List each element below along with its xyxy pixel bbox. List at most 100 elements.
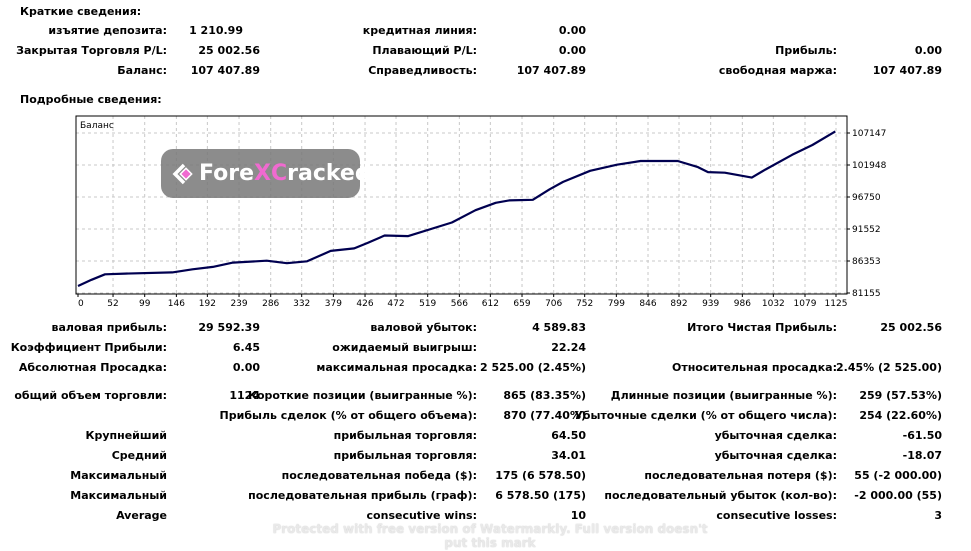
stat-value: 0.00 bbox=[232, 361, 260, 374]
details-title: Подробные сведения: bbox=[20, 93, 162, 106]
stat-label: Итого Чистая Прибыль: bbox=[687, 321, 837, 334]
svg-text:86353: 86353 bbox=[852, 257, 881, 267]
svg-text:96750: 96750 bbox=[852, 193, 881, 203]
row-value-1: 10 bbox=[570, 509, 586, 522]
row-value-2: -2 000.00 (55) bbox=[854, 489, 942, 502]
row-label-2: убыточная сделка: bbox=[714, 429, 837, 442]
logo-text-racked: racked bbox=[287, 161, 371, 186]
loss-trades-label: Убыточные сделки (% от общего числа): bbox=[574, 409, 837, 422]
row-label-1: consecutive wins: bbox=[366, 509, 477, 522]
row-head: Средний bbox=[111, 449, 167, 462]
row-label-1: прибыльная торговля: bbox=[333, 429, 477, 442]
chart-title: Баланс bbox=[80, 121, 114, 131]
summary-label: изъятие депозита: bbox=[48, 24, 167, 37]
summary-value: 25 002.56 bbox=[198, 44, 260, 57]
logo-text-fore: Fore bbox=[199, 161, 255, 186]
summary-label: Закрытая Торговля P/L: bbox=[16, 44, 167, 57]
svg-text:1125: 1125 bbox=[825, 299, 848, 309]
logo-text-c: C bbox=[271, 161, 288, 186]
svg-text:426: 426 bbox=[356, 299, 373, 309]
svg-text:81155: 81155 bbox=[852, 289, 881, 299]
svg-text:1032: 1032 bbox=[762, 299, 785, 309]
svg-text:566: 566 bbox=[451, 299, 468, 309]
summary-label: кредитная линия: bbox=[362, 24, 477, 37]
svg-text:939: 939 bbox=[702, 299, 719, 309]
trades-total-value: 1124 bbox=[229, 389, 260, 402]
svg-text:91552: 91552 bbox=[852, 225, 881, 235]
summary-label: Баланс: bbox=[117, 64, 167, 77]
stat-label: Абсолютная Просадка: bbox=[18, 361, 167, 374]
row-value-2: -18.07 bbox=[902, 449, 942, 462]
chart-grid bbox=[76, 116, 847, 294]
stat-value: 2 525.00 (2.45%) bbox=[480, 361, 586, 374]
summary-value: 0.00 bbox=[558, 24, 586, 37]
svg-text:892: 892 bbox=[670, 299, 687, 309]
summary-value: 0.00 bbox=[914, 44, 942, 57]
balance-chart: Баланс 81155863539155296750101948107147 … bbox=[75, 115, 887, 309]
stat-value: 4 589.83 bbox=[532, 321, 586, 334]
svg-text:612: 612 bbox=[482, 299, 499, 309]
summary-value: 0.00 bbox=[558, 44, 586, 57]
row-head: Крупнейший bbox=[85, 429, 167, 442]
svg-text:239: 239 bbox=[230, 299, 247, 309]
y-axis: 81155 86353 91552 96750 101948 107147 bbox=[847, 129, 887, 299]
row-value-1: 6 578.50 (175) bbox=[495, 489, 586, 502]
row-head: Максимальный bbox=[70, 489, 167, 502]
summary-value: 107 407.89 bbox=[516, 64, 586, 77]
svg-text:1079: 1079 bbox=[794, 299, 817, 309]
chart-frame bbox=[75, 115, 848, 295]
long-positions-value: 259 (57.53%) bbox=[859, 389, 942, 402]
row-value-2: -61.50 bbox=[902, 429, 942, 442]
loss-trades-value: 254 (22.60%) bbox=[859, 409, 942, 422]
stat-label: ожидаемый выигрыш: bbox=[332, 341, 477, 354]
stat-value: 25 002.56 bbox=[880, 321, 942, 334]
row-label-2: последовательный убыток (кол-во): bbox=[604, 489, 837, 502]
long-positions-label: Длинные позиции (выигранные %): bbox=[610, 389, 837, 402]
stat-label: валовая прибыль: bbox=[51, 321, 168, 334]
svg-text:101948: 101948 bbox=[852, 161, 887, 171]
row-value-1: 34.01 bbox=[551, 449, 586, 462]
logo-diamond-icon bbox=[171, 162, 195, 186]
profit-trades-value: 870 (77.40%) bbox=[503, 409, 586, 422]
row-value-2: 55 (-2 000.00) bbox=[854, 469, 942, 482]
svg-text:986: 986 bbox=[734, 299, 751, 309]
short-positions-value: 865 (83.35%) bbox=[503, 389, 586, 402]
stat-value: 22.24 bbox=[551, 341, 586, 354]
balance-line bbox=[77, 130, 836, 287]
svg-text:0: 0 bbox=[78, 299, 84, 309]
svg-text:752: 752 bbox=[576, 299, 593, 309]
svg-text:99: 99 bbox=[139, 299, 151, 309]
row-label-1: последовательная победа ($): bbox=[281, 469, 477, 482]
row-value-1: 175 (6 578.50) bbox=[495, 469, 586, 482]
watermarkly-notice: Protected with free version of Watermark… bbox=[272, 522, 708, 550]
trades-total-label: общий объем торговли: bbox=[14, 389, 167, 402]
svg-text:332: 332 bbox=[293, 299, 310, 309]
x-axis: 0 52 99 146 192 239 286 332 379 426 472 519 566 612 65… bbox=[77, 294, 848, 309]
stat-value: 29 592.39 bbox=[198, 321, 260, 334]
row-head: Максимальный bbox=[70, 469, 167, 482]
row-label-2: последовательная потеря ($): bbox=[644, 469, 837, 482]
summary-label: Справедливость: bbox=[368, 64, 477, 77]
stat-value: 2.45% (2 525.00) bbox=[836, 361, 942, 374]
row-label-2: убыточная сделка: bbox=[714, 449, 837, 462]
svg-text:107147: 107147 bbox=[852, 129, 886, 139]
svg-text:146: 146 bbox=[168, 299, 185, 309]
svg-text:472: 472 bbox=[387, 299, 404, 309]
svg-text:286: 286 bbox=[262, 299, 279, 309]
row-value-2: 3 bbox=[934, 509, 942, 522]
summary-value: 107 407.89 bbox=[190, 64, 260, 77]
stat-value: 6.45 bbox=[232, 341, 260, 354]
logo-text-x: X bbox=[254, 161, 271, 186]
stat-label: Относительная просадка: bbox=[671, 361, 837, 374]
row-value-1: 64.50 bbox=[551, 429, 586, 442]
svg-text:846: 846 bbox=[639, 299, 656, 309]
svg-text:192: 192 bbox=[199, 299, 216, 309]
summary-label: Прибыль: bbox=[775, 44, 837, 57]
row-label-1: прибыльная торговля: bbox=[333, 449, 477, 462]
svg-text:52: 52 bbox=[107, 299, 118, 309]
profit-trades-label: Прибыль сделок (% от общего объема): bbox=[219, 409, 477, 422]
svg-text:706: 706 bbox=[545, 299, 562, 309]
summary-value: 107 407.89 bbox=[872, 64, 942, 77]
row-label-2: consecutive losses: bbox=[716, 509, 837, 522]
summary-label: Плавающий P/L: bbox=[372, 44, 477, 57]
